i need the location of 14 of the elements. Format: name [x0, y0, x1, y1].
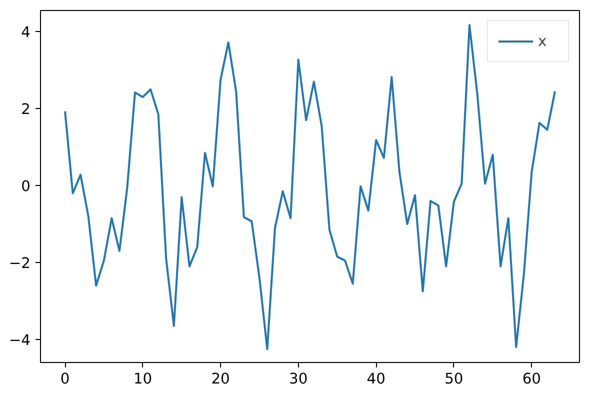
x-tick-label: 40 — [366, 370, 386, 388]
x-tick-label: 0 — [60, 370, 70, 388]
y-tick-label: 0 — [21, 178, 31, 196]
x-tick-label: 10 — [133, 370, 152, 388]
x-tick-label: 50 — [444, 370, 464, 388]
x-tick-label: 20 — [211, 370, 230, 388]
y-tick-label: 2 — [21, 101, 31, 118]
y-tick-label: −2 — [8, 254, 31, 272]
y-tick-label: 4 — [21, 24, 31, 42]
x-tick-label: 60 — [522, 370, 541, 388]
y-tick-label: −4 — [8, 332, 31, 349]
legend-label: x — [538, 32, 548, 50]
line-series — [64, 24, 556, 350]
x-tick-label: 30 — [289, 370, 308, 388]
